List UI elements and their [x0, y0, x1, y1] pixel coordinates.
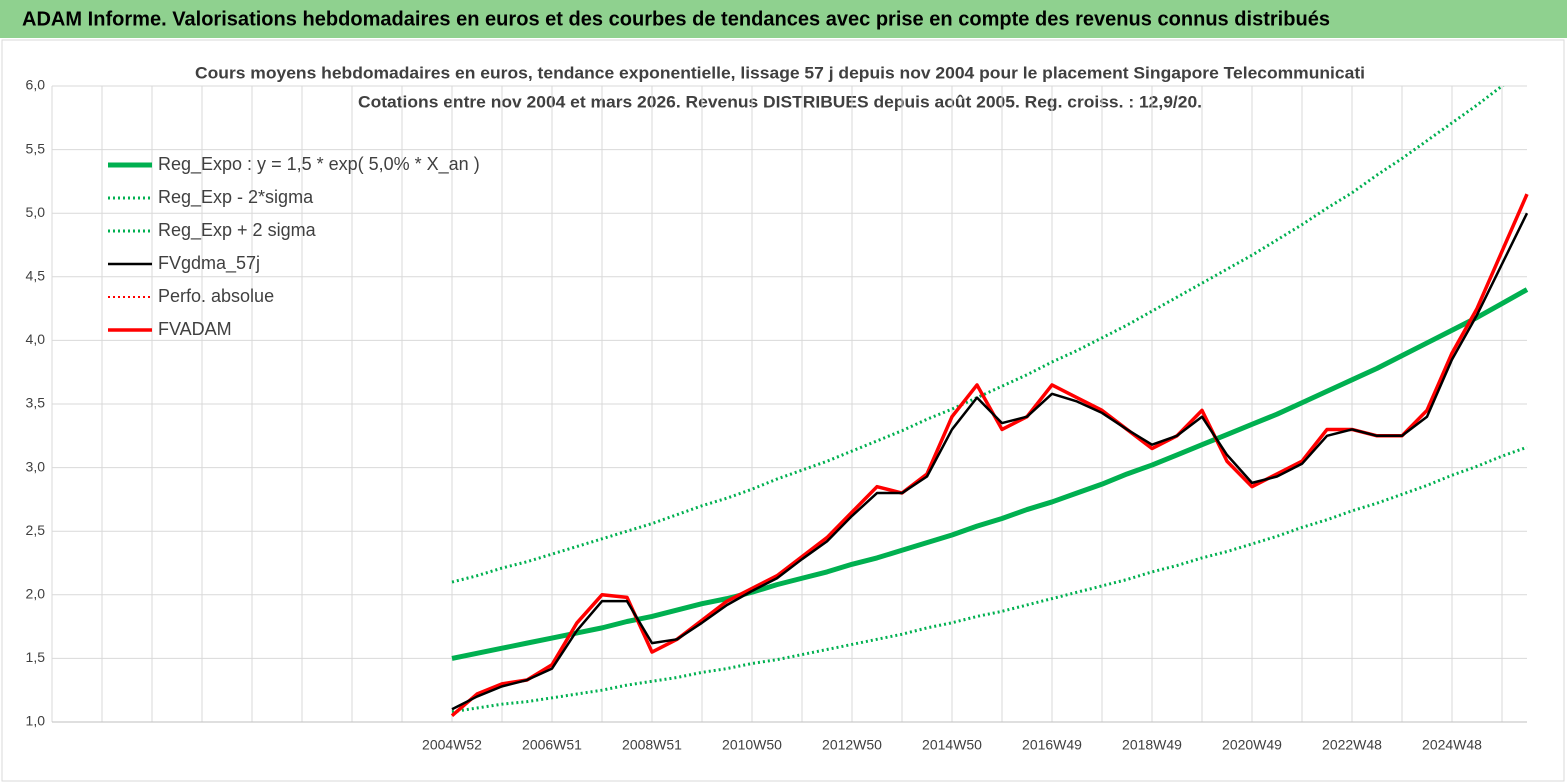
x-tick-label: 2006W51	[522, 737, 582, 753]
series-line	[451, 445, 1528, 714]
y-tick-label: 2,5	[26, 522, 46, 538]
y-tick-label: 3,5	[26, 395, 46, 411]
header-title: ADAM Informe. Valorisations hebdomadaire…	[22, 8, 1330, 30]
series-line	[451, 86, 1505, 584]
x-tick-label: 2004W52	[422, 737, 482, 753]
x-tick-label: 2014W50	[922, 737, 982, 753]
legend-label: Reg_Exp - 2*sigma	[158, 187, 314, 208]
y-tick-label: 4,0	[26, 331, 46, 347]
x-tick-label: 2016W49	[1022, 737, 1082, 753]
chart-title: Cours moyens hebdomadaires en euros, ten…	[195, 63, 1365, 82]
legend-label: Perfo. absolue	[158, 286, 274, 306]
x-tick-label: 2012W50	[822, 737, 882, 753]
y-tick-label: 3,0	[26, 458, 46, 474]
y-tick-label: 2,0	[26, 586, 46, 602]
legend-label: FVgdma_57j	[158, 253, 260, 274]
y-tick-label: 1,5	[26, 649, 46, 665]
plot-lines	[450, 86, 1529, 717]
y-tick-label: 6,0	[26, 77, 46, 93]
y-tick-label: 4,5	[26, 268, 46, 284]
chart-frame	[1, 39, 1565, 782]
x-tick-label: 2008W51	[622, 737, 682, 753]
x-tick-label: 2010W50	[722, 737, 782, 753]
series-line	[451, 287, 1529, 661]
x-tick-label: 2020W49	[1222, 737, 1282, 753]
grid: 1,0 1,5 2,0 2,5 3,0 3,5 4,0 4,5 5,0 5,5 6,0 2004W52…	[26, 77, 1527, 753]
legend-label: FVADAM	[158, 319, 232, 339]
series-line	[451, 212, 1529, 711]
x-tick-label: 2024W48	[1422, 737, 1482, 753]
legend-label: Reg_Exp + 2 sigma	[158, 220, 317, 241]
y-tick-label: 1,0	[26, 713, 46, 729]
x-tick-label: 2018W49	[1122, 737, 1182, 753]
y-tick-label: 5,5	[26, 140, 46, 156]
y-tick-label: 5,0	[26, 204, 46, 220]
header-bar	[0, 0, 1567, 38]
chart-subtitle: Cotations entre nov 2004 et mars 2026. R…	[358, 92, 1202, 111]
x-tick-label: 2022W48	[1322, 737, 1382, 753]
legend: Reg_Expo : y = 1,5 * exp( 5,0% * X_an ) R…	[108, 154, 480, 339]
legend-label: Reg_Expo : y = 1,5 * exp( 5,0% * X_an )	[158, 154, 480, 175]
